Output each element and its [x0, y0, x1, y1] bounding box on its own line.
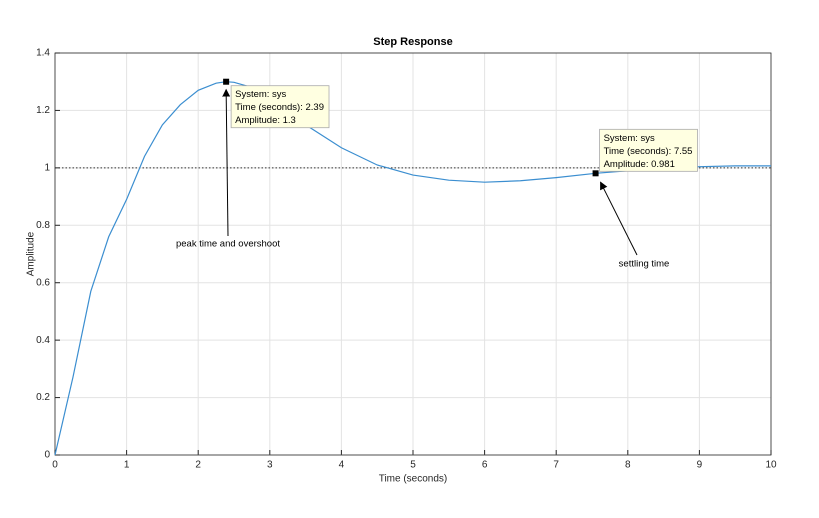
y-tick-label: 1.4 [36, 48, 50, 59]
datatip-text: Amplitude: 1.3 [235, 115, 296, 126]
datatip-text: System: sys [235, 89, 286, 100]
y-tick-label: 0.6 [36, 277, 50, 288]
datatip-text: Amplitude: 0.981 [604, 159, 675, 170]
x-tick-label: 9 [697, 460, 703, 471]
x-tick-label: 5 [410, 460, 416, 471]
grid: 0 1 2 3 4 5 6 7 8 9 10 0 0.2 0.4 0.6 0.8 1 1.2 1.4 [36, 48, 777, 471]
x-tick-label: 6 [482, 460, 488, 471]
y-tick-label: 0 [44, 450, 50, 461]
datatip-box [230, 85, 330, 129]
x-tick-label: 3 [267, 460, 273, 471]
x-axis-label: Time (seconds) [379, 474, 448, 485]
chart-title: Step Response [373, 36, 452, 48]
y-axis-label: Amplitude [26, 231, 37, 276]
x-tick-label: 8 [625, 460, 631, 471]
x-tick-label: 10 [765, 460, 777, 471]
datatip-box [599, 128, 698, 172]
datatip-marker [223, 78, 230, 85]
y-tick-label: 1 [44, 162, 50, 173]
datatip: System: sys Time (seconds): 2.39 Amplitude… [230, 85, 330, 129]
datatip: System: sys Time (seconds): 7.55 Amplitude… [599, 128, 698, 172]
annotation: settling time [619, 259, 670, 270]
datatip-text: Time (seconds): 2.39 [235, 102, 324, 113]
y-tick-label: 0.8 [36, 220, 50, 231]
x-tick-label: 1 [124, 460, 130, 471]
x-tick-label: 0 [52, 460, 58, 471]
datatip-marker [592, 170, 599, 177]
x-tick-label: 7 [553, 460, 559, 471]
overlay: peak time and overshoot settling time Syst… [176, 78, 698, 270]
annotation-arrow [600, 181, 638, 256]
y-tick-label: 1.2 [36, 105, 50, 116]
datatip-text: Time (seconds): 7.55 [604, 146, 693, 157]
x-tick-label: 2 [195, 460, 201, 471]
y-tick-label: 0.2 [36, 392, 50, 403]
x-tick-label: 4 [339, 460, 345, 471]
datatip-text: System: sys [604, 133, 655, 144]
y-tick-label: 0.4 [36, 335, 50, 346]
annotation: peak time and overshoot [176, 239, 280, 250]
annotation-arrow [222, 88, 231, 237]
axes-box [54, 52, 772, 456]
